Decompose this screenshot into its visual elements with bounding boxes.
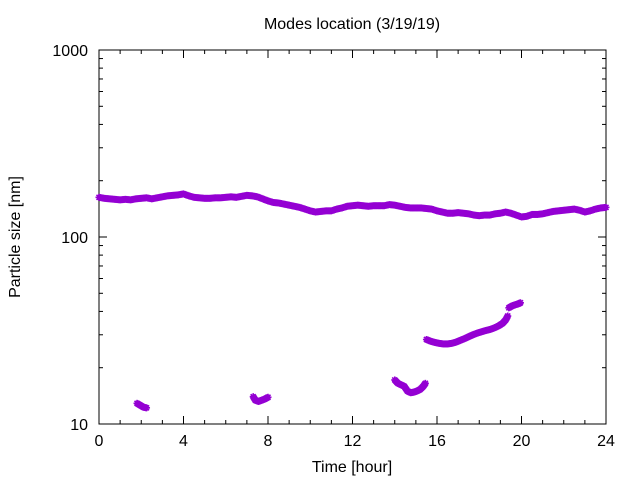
axis-ticks — [98, 49, 607, 425]
data-point — [264, 393, 272, 401]
x-tick-label: 0 — [95, 433, 104, 450]
data-point — [421, 379, 429, 387]
tick-labels: 0 4 8 12 16 20 24 10 100 1000 — [52, 43, 615, 450]
y-axis-label: Particle size [nm] — [7, 176, 24, 298]
data-points — [95, 190, 610, 412]
data-point — [504, 312, 512, 320]
x-tick-label: 12 — [344, 433, 362, 450]
x-tick-label: 24 — [597, 433, 615, 450]
chart-title: Modes location (3/19/19) — [264, 16, 440, 33]
data-point — [602, 203, 610, 211]
data-point — [143, 404, 151, 412]
x-axis-label: Time [hour] — [312, 459, 392, 476]
x-tick-label: 4 — [179, 433, 188, 450]
x-tick-label: 16 — [428, 433, 446, 450]
y-tick-label: 1000 — [52, 43, 88, 60]
x-tick-label: 20 — [513, 433, 531, 450]
data-point — [516, 299, 524, 307]
plot-frame — [98, 49, 607, 425]
y-tick-label: 100 — [61, 230, 88, 247]
x-tick-label: 8 — [264, 433, 273, 450]
y-tick-label: 10 — [70, 417, 88, 434]
